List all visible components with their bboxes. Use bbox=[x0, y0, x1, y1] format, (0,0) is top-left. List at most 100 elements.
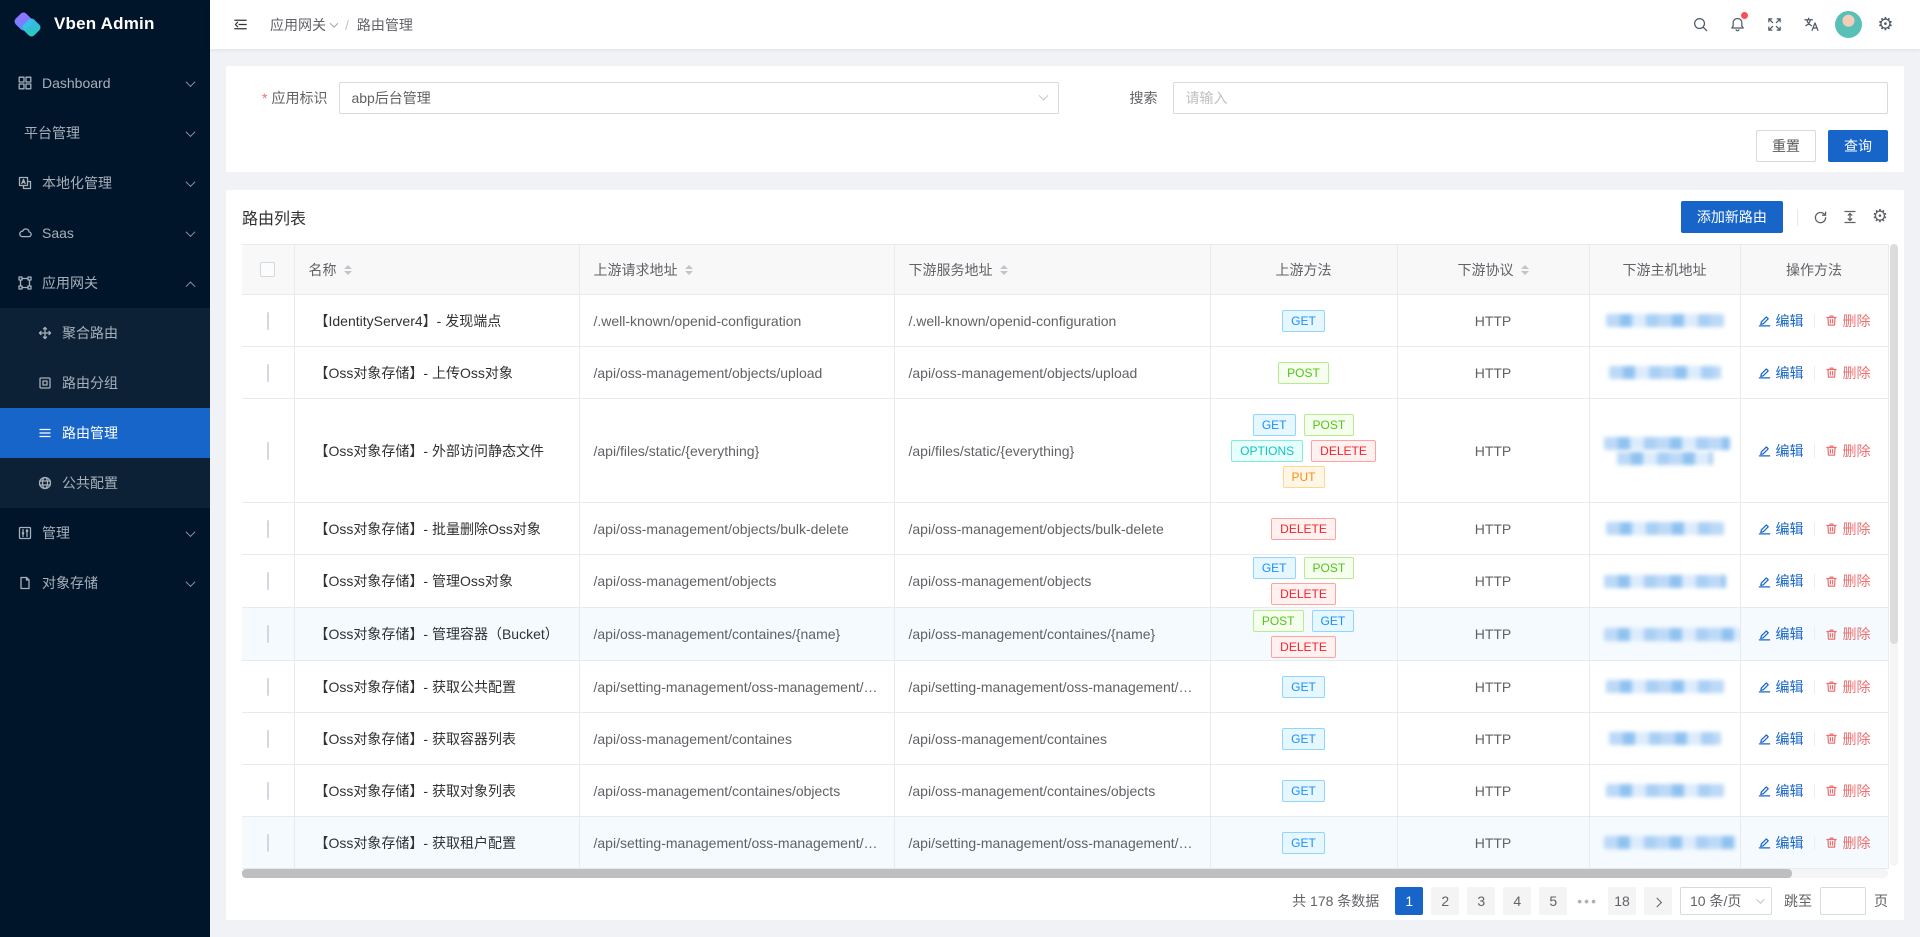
page-button-1[interactable]: 1 bbox=[1395, 886, 1424, 915]
sidebar-item-object-storage[interactable]: 对象存储 bbox=[0, 558, 210, 608]
settings-icon[interactable]: ⚙ bbox=[1867, 0, 1904, 49]
method-tag-get: GET bbox=[1282, 779, 1325, 802]
delete-button[interactable]: 删除 bbox=[1825, 677, 1871, 697]
vertical-scrollbar[interactable] bbox=[1890, 244, 1898, 866]
edit-button[interactable]: 编辑 bbox=[1758, 311, 1804, 331]
row-checkbox[interactable] bbox=[266, 441, 269, 460]
select-all-checkbox[interactable] bbox=[260, 262, 276, 277]
method-tag-post: POST bbox=[1303, 413, 1355, 436]
row-height-icon[interactable] bbox=[1842, 209, 1858, 225]
pencil-icon bbox=[1758, 444, 1771, 457]
translate-icon bbox=[1803, 16, 1820, 33]
downstream-scheme: HTTP bbox=[1397, 816, 1590, 869]
breadcrumb-item-gateway[interactable]: 应用网关 bbox=[270, 15, 339, 35]
sidebar-menu: Dashboard 平台管理本地化管理 Saas 应用网关 聚合路由 路由分组 路由管理 公共… bbox=[0, 58, 210, 608]
sidebar-item-management[interactable]: 管理 bbox=[0, 508, 210, 558]
column-header-5[interactable]: 下游协议 bbox=[1397, 244, 1590, 295]
edit-button[interactable]: 编辑 bbox=[1758, 624, 1804, 644]
page-size-select[interactable]: 10 条/页 bbox=[1680, 886, 1772, 915]
delete-button[interactable]: 删除 bbox=[1825, 519, 1871, 539]
page-button-2[interactable]: 2 bbox=[1431, 886, 1460, 915]
app-logo[interactable]: Vben Admin bbox=[0, 0, 210, 48]
downstream-scheme: HTTP bbox=[1397, 346, 1590, 399]
edit-button[interactable]: 编辑 bbox=[1758, 441, 1804, 461]
breadcrumb-separator: / bbox=[345, 16, 349, 33]
column-header-2[interactable]: 上游请求地址 bbox=[579, 244, 895, 295]
jump-to-label: 跳至 bbox=[1784, 892, 1812, 909]
edit-button[interactable]: 编辑 bbox=[1758, 571, 1804, 591]
row-checkbox[interactable] bbox=[266, 729, 269, 748]
chevron-down-icon bbox=[185, 126, 196, 137]
page-button-3[interactable]: 3 bbox=[1467, 886, 1496, 915]
add-route-button[interactable]: 添加新路由 bbox=[1680, 201, 1783, 233]
delete-button[interactable]: 删除 bbox=[1825, 571, 1871, 591]
delete-button[interactable]: 删除 bbox=[1825, 624, 1871, 644]
row-checkbox[interactable] bbox=[266, 363, 269, 382]
delete-button[interactable]: 删除 bbox=[1825, 363, 1871, 383]
column-header-3[interactable]: 下游服务地址 bbox=[894, 244, 1211, 295]
user-avatar[interactable] bbox=[1830, 0, 1867, 49]
fullscreen-icon[interactable] bbox=[1756, 0, 1793, 49]
jump-page-input[interactable] bbox=[1820, 886, 1866, 915]
row-checkbox[interactable] bbox=[266, 519, 269, 538]
sidebar-item-localization-management[interactable]: 本地化管理 bbox=[0, 158, 210, 208]
downstream-scheme: HTTP bbox=[1397, 502, 1590, 555]
saas-icon bbox=[17, 226, 32, 241]
edit-button[interactable]: 编辑 bbox=[1758, 833, 1804, 853]
edit-button[interactable]: 编辑 bbox=[1758, 363, 1804, 383]
sidebar-item-app-gateway[interactable]: 应用网关 bbox=[0, 258, 210, 308]
edit-button[interactable]: 编辑 bbox=[1758, 519, 1804, 539]
row-checkbox[interactable] bbox=[266, 833, 269, 852]
sidebar-item-aggregate-route[interactable]: 聚合路由 bbox=[0, 308, 210, 358]
route-name: 【IdentityServer4】- 发现端点 bbox=[294, 294, 580, 347]
row-checkbox[interactable] bbox=[266, 625, 269, 643]
downstream-path: /.well-known/openid-configuration bbox=[894, 294, 1211, 347]
delete-button[interactable]: 删除 bbox=[1825, 729, 1871, 749]
edit-button[interactable]: 编辑 bbox=[1758, 781, 1804, 801]
method-tag-get: GET bbox=[1282, 309, 1325, 332]
refresh-icon[interactable] bbox=[1812, 209, 1828, 225]
translate-icon[interactable] bbox=[1793, 0, 1830, 49]
delete-button[interactable]: 删除 bbox=[1825, 781, 1871, 801]
pencil-icon bbox=[1758, 680, 1771, 693]
sidebar-item-route-management[interactable]: 路由管理 bbox=[0, 408, 210, 458]
sidebar-item-dashboard[interactable]: Dashboard bbox=[0, 58, 210, 108]
table-title: 路由列表 bbox=[242, 211, 307, 228]
column-header-1[interactable]: 名称 bbox=[294, 244, 580, 295]
breadcrumb-item-route-management[interactable]: 路由管理 bbox=[356, 16, 413, 33]
delete-button[interactable]: 删除 bbox=[1825, 833, 1871, 853]
delete-button[interactable]: 删除 bbox=[1825, 311, 1871, 331]
table-row: 【Oss对象存储】- 获取租户配置/api/setting-management… bbox=[242, 816, 1889, 869]
sidebar-item-route-group[interactable]: 路由分组 bbox=[0, 358, 210, 408]
sidebar-item-public-config[interactable]: 公共配置 bbox=[0, 458, 210, 508]
page-button-4[interactable]: 4 bbox=[1503, 886, 1532, 915]
next-page-button[interactable] bbox=[1644, 886, 1672, 915]
sidebar-item-saas[interactable]: Saas bbox=[0, 208, 210, 258]
page-button-18[interactable]: 18 bbox=[1608, 886, 1636, 915]
delete-button[interactable]: 删除 bbox=[1825, 441, 1871, 461]
app-id-select[interactable]: abp后台管理 bbox=[339, 82, 1060, 114]
action-divider bbox=[1813, 835, 1815, 850]
sort-carets-icon bbox=[1520, 264, 1529, 275]
search-icon[interactable] bbox=[1682, 0, 1719, 49]
horizontal-scrollbar[interactable] bbox=[242, 869, 1888, 878]
search-input[interactable] bbox=[1173, 82, 1888, 114]
notification-icon[interactable] bbox=[1719, 0, 1756, 49]
row-checkbox[interactable] bbox=[266, 572, 269, 590]
sidebar-item-label: 本地化管理 bbox=[42, 175, 112, 191]
column-settings-icon[interactable]: ⚙ bbox=[1872, 208, 1888, 226]
app-id-select-value: abp后台管理 bbox=[351, 90, 431, 106]
upstream-path: /api/oss-management/objects bbox=[579, 554, 895, 608]
sidebar-item-platform-management[interactable]: 平台管理 bbox=[0, 108, 210, 158]
row-checkbox[interactable] bbox=[266, 677, 269, 696]
reset-button[interactable]: 重置 bbox=[1756, 130, 1816, 162]
edit-button[interactable]: 编辑 bbox=[1758, 677, 1804, 697]
menu-fold-icon[interactable] bbox=[226, 0, 254, 49]
pagination-ellipsis[interactable]: ••• bbox=[1577, 892, 1598, 909]
edit-button[interactable]: 编辑 bbox=[1758, 729, 1804, 749]
row-checkbox[interactable] bbox=[266, 781, 269, 800]
row-checkbox[interactable] bbox=[266, 311, 269, 330]
sidebar-item-label: Saas bbox=[42, 225, 74, 241]
page-button-5[interactable]: 5 bbox=[1539, 886, 1568, 915]
query-button[interactable]: 查询 bbox=[1828, 130, 1888, 162]
